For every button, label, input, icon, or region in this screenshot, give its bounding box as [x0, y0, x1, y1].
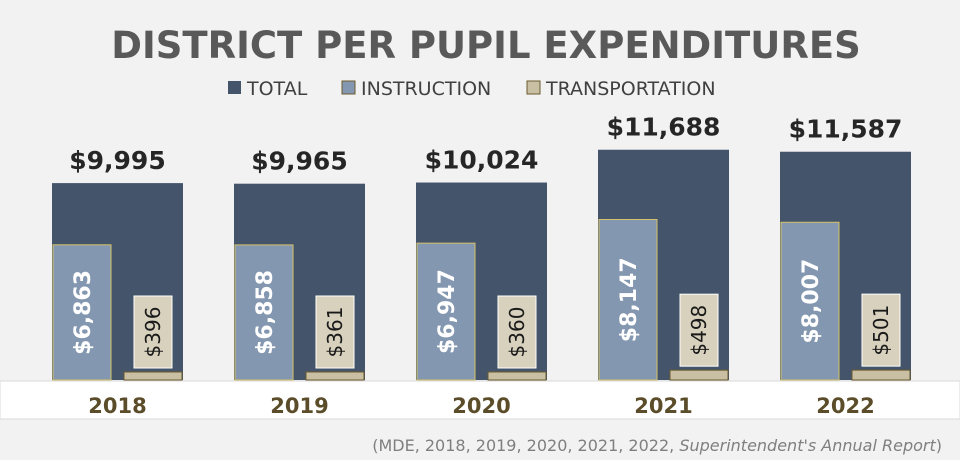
- data-label-box-transportation-2020: [497, 295, 537, 369]
- bar-instruction-2019: [234, 244, 294, 381]
- data-label-total-2018: $9,995: [69, 146, 165, 175]
- legend-swatch-total: [228, 81, 241, 94]
- data-label-total-2022: $11,587: [789, 115, 903, 144]
- data-label-box-transportation-2018: [133, 295, 173, 369]
- source-suffix: ): [936, 436, 942, 455]
- legend-label-instruction: INSTRUCTION: [361, 78, 491, 100]
- bars: $9,995 $6,863 $396 $9,965 $6,858 $361 $10,024 $…: [52, 113, 911, 381]
- data-label-instruction-2021: $8,147: [617, 257, 642, 342]
- x-axis-labels: 2018 2019 2020 2021 2022: [88, 394, 874, 418]
- legend-label-transportation: TRANSPORTATION: [545, 78, 716, 100]
- data-label-transportation-2021: $498: [687, 305, 711, 356]
- data-label-instruction-2020: $6,947: [435, 269, 460, 354]
- bar-instruction-2020: [416, 242, 476, 381]
- bar-transportation-2018: [123, 371, 183, 381]
- bar-transportation-2020: [487, 371, 547, 381]
- bar-instruction-2018: [52, 244, 112, 381]
- data-label-transportation-2019: $361: [323, 307, 347, 358]
- x-tick-2020: 2020: [452, 394, 510, 418]
- data-label-box-transportation-2019: [315, 295, 355, 369]
- bar-instruction-2022: [780, 221, 840, 381]
- legend: TOTAL INSTRUCTION TRANSPORTATION: [228, 78, 716, 100]
- data-label-box-transportation-2022: [861, 293, 901, 367]
- data-label-instruction-2018: $6,863: [71, 270, 96, 355]
- x-axis-band: [0, 380, 960, 420]
- bar-instruction-2021: [598, 219, 658, 381]
- x-tick-2018: 2018: [88, 394, 146, 418]
- source-prefix: (MDE, 2018, 2019, 2020, 2021, 2022,: [372, 436, 679, 455]
- data-label-transportation-2020: $360: [505, 307, 529, 358]
- data-label-total-2021: $11,688: [607, 113, 721, 142]
- data-label-instruction-2022: $8,007: [799, 259, 824, 344]
- data-label-total-2020: $10,024: [425, 146, 539, 175]
- data-label-instruction-2019: $6,858: [253, 270, 278, 355]
- x-tick-2022: 2022: [816, 394, 874, 418]
- bar-transportation-2019: [305, 371, 365, 381]
- legend-swatch-transportation: [526, 80, 541, 95]
- bar-transportation-2021: [669, 369, 729, 381]
- source-citation: (MDE, 2018, 2019, 2020, 2021, 2022, Supe…: [372, 436, 942, 455]
- data-label-transportation-2018: $396: [141, 307, 165, 358]
- legend-label-total: TOTAL: [246, 78, 308, 100]
- legend-swatch-instruction: [341, 80, 356, 95]
- chart-title: DISTRICT PER PUPIL EXPENDITURES: [111, 24, 861, 67]
- data-label-box-transportation-2021: [679, 293, 719, 367]
- x-tick-2021: 2021: [634, 394, 692, 418]
- source-report-name: Superintendent's Annual Report: [679, 436, 936, 455]
- x-tick-2019: 2019: [270, 394, 328, 418]
- data-label-total-2019: $9,965: [251, 147, 347, 176]
- bar-transportation-2022: [851, 369, 911, 381]
- data-label-transportation-2022: $501: [869, 305, 893, 356]
